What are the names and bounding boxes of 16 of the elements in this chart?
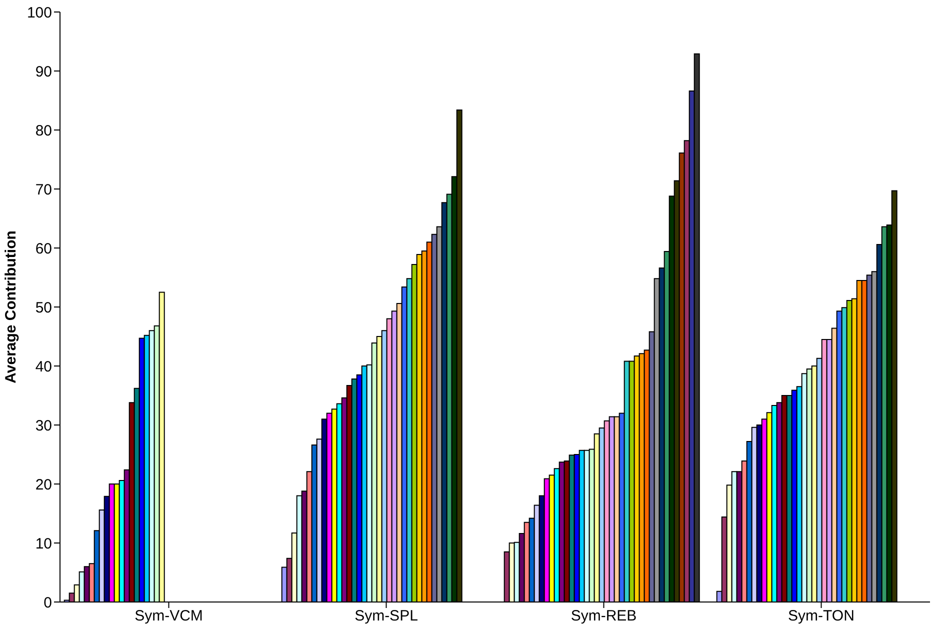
- y-tick-label: 40: [35, 358, 52, 376]
- y-tick-label: 70: [35, 181, 52, 198]
- y-tick-label: 90: [35, 63, 52, 80]
- y-tick-label: 20: [35, 476, 52, 494]
- x-tick-label: Sym-TON: [788, 608, 854, 625]
- y-tick-label: 80: [35, 122, 52, 140]
- y-tick-label: 10: [35, 535, 52, 552]
- y-tick-label: 0: [44, 594, 52, 612]
- x-tick-label: Sym-SPL: [354, 608, 418, 625]
- y-tick-label: 100: [26, 4, 52, 22]
- x-tick-label: Sym-REB: [570, 608, 637, 625]
- y-tick-label: 60: [35, 240, 52, 258]
- y-tick-label: 30: [35, 417, 52, 434]
- y-axis-title: Average Contribution: [2, 230, 20, 384]
- x-tick-label: Sym-VCM: [134, 608, 203, 625]
- y-tick-label: 50: [35, 299, 52, 316]
